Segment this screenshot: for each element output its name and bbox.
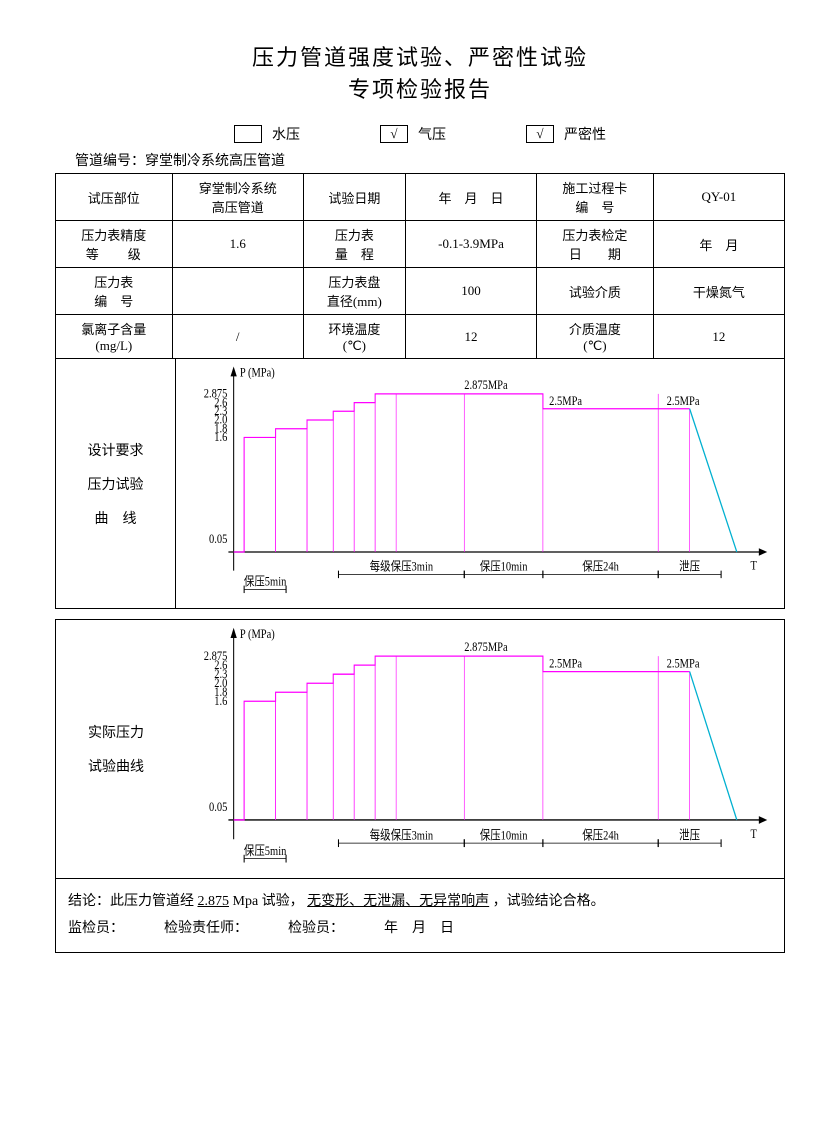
- svg-text:1.6: 1.6: [214, 431, 227, 444]
- info-row-4: 氯离子含量(mg/L) / 环境温度(℃) 12 介质温度(℃) 12: [56, 315, 785, 359]
- checkbox-tight-label: 严密性: [564, 124, 606, 144]
- checkbox-hydro-label: 水压: [272, 124, 300, 144]
- title-line-2: 专项检验报告: [55, 72, 785, 104]
- info-row-1: 试压部位 穿堂制冷系统高压管道 试验日期 年 月 日 施工过程卡编 号 QY-0…: [56, 174, 785, 221]
- sig-examiner: 检验员：: [288, 916, 344, 943]
- actual-chart-area: P (MPa)T2.8752.62.32.01.81.60.052.875MPa…: [176, 620, 784, 878]
- sig-date: 年 月 日: [384, 916, 454, 943]
- pipe-no-prefix: 管道编号：: [75, 154, 145, 169]
- svg-text:2.875MPa: 2.875MPa: [464, 379, 507, 392]
- conclusion-box: 结论：此压力管道经 2.875 Mpa 试验， 无变形、无泄漏、无异常响声 ，试…: [55, 879, 785, 953]
- r3c4: 100: [405, 268, 536, 315]
- r3c2: [172, 268, 303, 315]
- test-type-checkboxes: 水压 √ 气压 √ 严密性: [55, 124, 785, 144]
- r2c3: 压力表量 程: [303, 221, 405, 268]
- actual-chart-svg: P (MPa)T2.8752.62.32.01.81.60.052.875MPa…: [176, 620, 784, 878]
- r4c4: 12: [405, 315, 536, 359]
- title-line-1: 压力管道强度试验、严密性试验: [55, 40, 785, 72]
- svg-text:泄压: 泄压: [679, 827, 700, 842]
- design-label-1: 设计要求: [88, 440, 144, 460]
- sig-responsible: 检验责任师：: [164, 916, 248, 943]
- info-table: 试压部位 穿堂制冷系统高压管道 试验日期 年 月 日 施工过程卡编 号 QY-0…: [55, 173, 785, 359]
- svg-text:2.5MPa: 2.5MPa: [549, 657, 583, 671]
- r4c6: 12: [653, 315, 784, 359]
- info-row-3: 压力表编 号 压力表盘直径(mm) 100 试验介质 干燥氮气: [56, 268, 785, 315]
- design-chart-svg: P (MPa)T2.8752.62.32.01.81.60.052.875MPa…: [176, 359, 784, 608]
- pipe-number-line: 管道编号：穿堂制冷系统高压管道: [55, 150, 785, 170]
- r1c2: 穿堂制冷系统高压管道: [172, 174, 303, 221]
- conclusion-pressure: 2.875: [198, 894, 230, 909]
- svg-text:保压5min: 保压5min: [244, 843, 287, 858]
- svg-text:泄压: 泄压: [679, 559, 700, 574]
- conclusion-mid: 无变形、无泄漏、无异常响声: [307, 894, 489, 909]
- design-chart-label: 设计要求 压力试验 曲 线: [56, 359, 176, 608]
- actual-label-1: 实际压力: [88, 722, 144, 742]
- actual-chart-label: 实际压力 试验曲线: [56, 620, 176, 878]
- r1c3: 试验日期: [303, 174, 405, 221]
- pipe-no-value: 穿堂制冷系统高压管道: [145, 154, 285, 169]
- info-row-2: 压力表精度等 级 1.6 压力表量 程 -0.1-3.9MPa 压力表检定日 期…: [56, 221, 785, 268]
- svg-text:0.05: 0.05: [209, 800, 227, 814]
- r2c4: -0.1-3.9MPa: [405, 221, 536, 268]
- r2c2: 1.6: [172, 221, 303, 268]
- r1c1: 试压部位: [56, 174, 173, 221]
- svg-text:0.05: 0.05: [209, 534, 228, 547]
- r1c4: 年 月 日: [405, 174, 536, 221]
- r4c5: 介质温度(℃): [537, 315, 654, 359]
- r1c5: 施工过程卡编 号: [537, 174, 654, 221]
- r2c5: 压力表检定日 期: [537, 221, 654, 268]
- design-chart-row: 设计要求 压力试验 曲 线 P (MPa)T2.8752.62.32.01.81…: [55, 359, 785, 609]
- svg-text:P (MPa): P (MPa): [240, 627, 275, 641]
- svg-text:T: T: [750, 827, 756, 841]
- design-label-3: 曲 线: [95, 508, 137, 528]
- conclusion-text: 结论：此压力管道经 2.875 Mpa 试验， 无变形、无泄漏、无异常响声 ，试…: [68, 889, 772, 916]
- svg-text:保压5min: 保压5min: [244, 574, 287, 589]
- design-chart-area: P (MPa)T2.8752.62.32.01.81.60.052.875MPa…: [176, 359, 784, 608]
- checkbox-air-box: √: [380, 125, 408, 143]
- r2c6: 年 月: [653, 221, 784, 268]
- checkbox-air[interactable]: √ 气压: [380, 124, 446, 144]
- report-title: 压力管道强度试验、严密性试验 专项检验报告: [55, 40, 785, 104]
- r3c1: 压力表编 号: [56, 268, 173, 315]
- r2c1: 压力表精度等 级: [56, 221, 173, 268]
- checkbox-tight[interactable]: √ 严密性: [526, 124, 606, 144]
- checkbox-hydro-box: [234, 125, 262, 143]
- svg-text:保压24h: 保压24h: [582, 559, 619, 574]
- r1c6: QY-01: [653, 174, 784, 221]
- checkbox-tight-box: √: [526, 125, 554, 143]
- svg-text:1.6: 1.6: [214, 694, 227, 708]
- svg-text:2.5MPa: 2.5MPa: [549, 395, 582, 408]
- r4c3: 环境温度(℃): [303, 315, 405, 359]
- signature-row: 监检员： 检验责任师： 检验员： 年 月 日: [68, 916, 772, 943]
- actual-label-2: 试验曲线: [88, 756, 144, 776]
- svg-text:P (MPa): P (MPa): [240, 367, 275, 380]
- sig-inspector: 监检员：: [68, 916, 124, 943]
- checkbox-air-label: 气压: [418, 124, 446, 144]
- svg-text:保压10min: 保压10min: [480, 827, 528, 842]
- design-label-2: 压力试验: [88, 474, 144, 494]
- svg-text:2.875MPa: 2.875MPa: [464, 640, 508, 654]
- r4c1: 氯离子含量(mg/L): [56, 315, 173, 359]
- r4c2: /: [172, 315, 303, 359]
- svg-text:保压10min: 保压10min: [480, 559, 528, 574]
- r3c6: 干燥氮气: [653, 268, 784, 315]
- r3c3: 压力表盘直径(mm): [303, 268, 405, 315]
- actual-chart-row: 实际压力 试验曲线 P (MPa)T2.8752.62.32.01.81.60.…: [55, 619, 785, 879]
- svg-text:保压24h: 保压24h: [582, 827, 619, 842]
- svg-text:每级保压3min: 每级保压3min: [370, 559, 434, 574]
- r3c5: 试验介质: [537, 268, 654, 315]
- svg-text:每级保压3min: 每级保压3min: [370, 827, 434, 842]
- svg-text:2.5MPa: 2.5MPa: [667, 657, 701, 671]
- svg-text:2.5MPa: 2.5MPa: [667, 395, 700, 408]
- svg-text:T: T: [750, 560, 756, 573]
- checkbox-hydro[interactable]: 水压: [234, 124, 300, 144]
